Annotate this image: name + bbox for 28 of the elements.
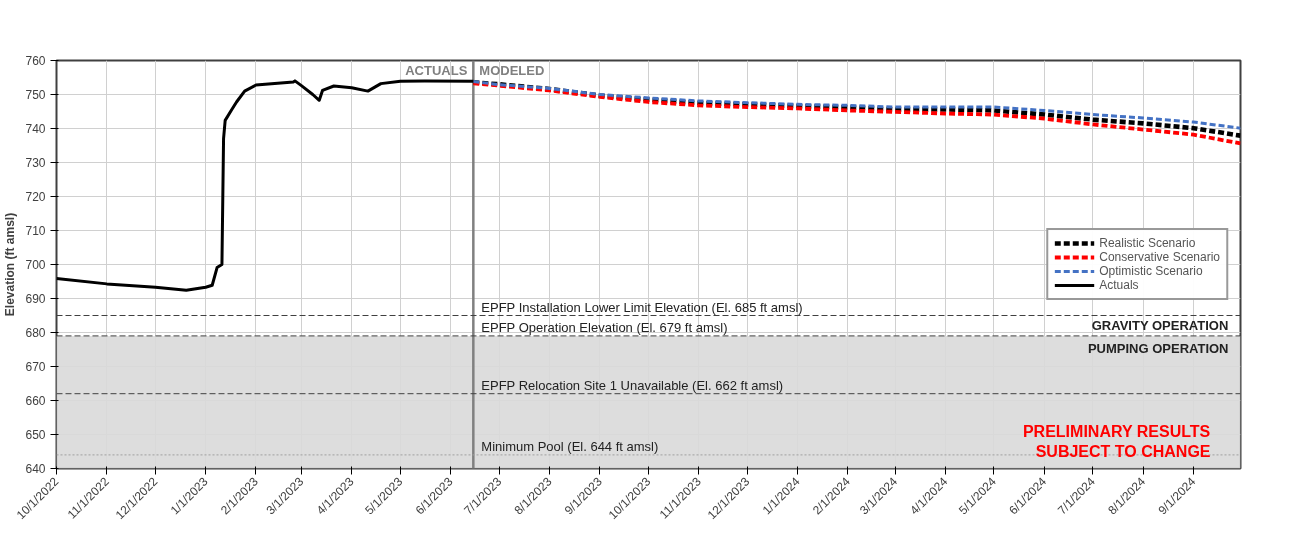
ref-line-label: Minimum Pool (El. 644 ft amsl) — [481, 438, 659, 454]
legend-label: Realistic Scenario — [1099, 236, 1196, 250]
y-tick-label: 730 — [25, 156, 46, 170]
annotation: GRAVITY OPERATION — [1091, 317, 1229, 333]
legend-label: Optimistic Scenario — [1099, 264, 1203, 278]
y-tick-label: 700 — [25, 258, 46, 272]
y-tick-label: 670 — [25, 360, 46, 374]
legend-label: Conservative Scenario — [1099, 250, 1220, 264]
ref-line-label: EPFP Relocation Site 1 Unavailable (El. 662 ft amsl) — [481, 377, 784, 393]
y-tick-label: 750 — [25, 88, 46, 102]
annotation: PRELIMINARY RESULTS SUBJECT TO CHANGE — [1022, 423, 1211, 461]
y-tick-label: 650 — [25, 428, 46, 442]
y-tick-label: 680 — [25, 326, 46, 340]
y-tick-label: 720 — [25, 190, 46, 204]
ref-line-label: EPFP Installation Lower Limit Elevation (El. 685 ft amsl) — [481, 299, 803, 315]
y-axis-title: Elevation (ft amsl) — [3, 212, 18, 317]
y-tick-label: 760 — [25, 54, 46, 68]
y-tick-label: 660 — [25, 394, 46, 408]
band-label: PUMPING OPERATION — [1087, 340, 1229, 356]
y-tick-label: 690 — [25, 292, 46, 306]
y-tick-label: 640 — [25, 462, 46, 476]
y-tick-label: 710 — [25, 224, 46, 238]
ref-line-label: EPFP Operation Elevation (El. 679 ft amsl) — [481, 319, 728, 335]
annotation: MODELED — [479, 62, 545, 78]
line-series — [471, 80, 1241, 130]
y-tick-label: 740 — [25, 122, 46, 136]
annotation: ACTUALS — [405, 62, 468, 78]
legend-label: Actuals — [1099, 278, 1139, 292]
